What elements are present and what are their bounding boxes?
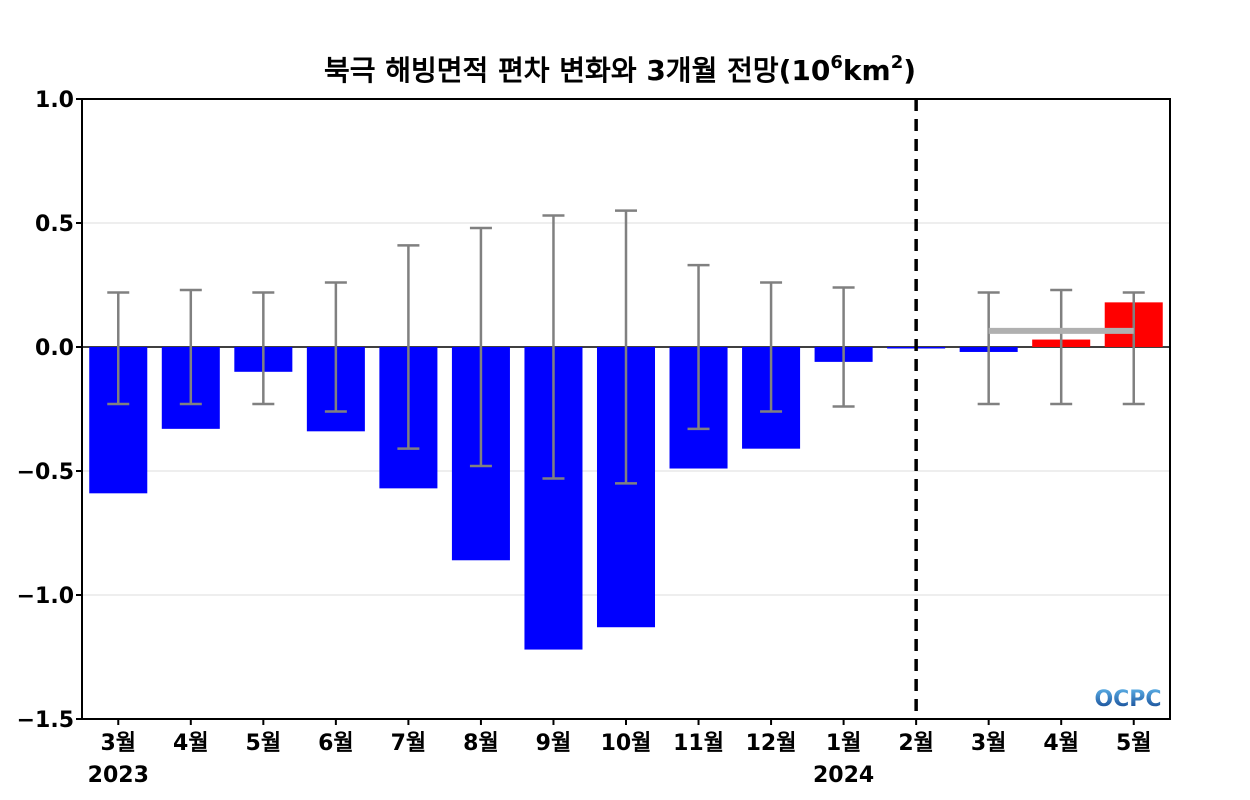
xtick-label-13: 4월 bbox=[1043, 731, 1079, 756]
ytick-label-0: 1.0 bbox=[35, 88, 74, 113]
ocpc-logo-text: OCPC bbox=[1094, 687, 1161, 712]
ytick-label-5: −1.5 bbox=[17, 708, 74, 733]
ytick-label-4: −1.0 bbox=[17, 584, 74, 609]
chart-title-sup2: 2 bbox=[891, 52, 904, 73]
xtick-label-12: 3월 bbox=[971, 731, 1007, 756]
xtick-label-2: 5월 bbox=[246, 731, 282, 756]
xtick-label-3: 6월 bbox=[318, 731, 354, 756]
error-bar-13 bbox=[1050, 288, 1073, 406]
chart-title-end: ) bbox=[903, 54, 916, 87]
xtick-label-5: 8월 bbox=[463, 731, 499, 756]
error-bar-8 bbox=[687, 263, 710, 431]
xtick-label-10: 1월 bbox=[826, 731, 862, 756]
ytick-label-3: −0.5 bbox=[17, 460, 74, 485]
year-label-0: 2023 bbox=[88, 763, 149, 788]
x-axis: 3월 4월 5월 6월 7월 8월 9월 10월 11월 12월 1월 2월 3월 4월 5월 bbox=[100, 719, 1152, 756]
xtick-label-14: 5월 bbox=[1116, 731, 1152, 756]
error-bar-2 bbox=[252, 291, 275, 406]
error-bar-12 bbox=[977, 291, 1000, 406]
xtick-label-9: 12월 bbox=[746, 731, 797, 756]
chart-title-sup1: 6 bbox=[830, 52, 843, 73]
error-bar-14 bbox=[1122, 291, 1145, 406]
error-bar-4 bbox=[397, 244, 420, 450]
error-bar-0 bbox=[107, 291, 130, 406]
error-bar-9 bbox=[760, 281, 783, 413]
ytick-label-2: 0.0 bbox=[35, 336, 74, 361]
xtick-label-11: 2월 bbox=[898, 731, 934, 756]
xtick-label-4: 7월 bbox=[391, 731, 427, 756]
error-bar-1 bbox=[179, 288, 202, 406]
year-labels: 2023 2024 bbox=[88, 763, 875, 788]
error-bar-5 bbox=[469, 226, 492, 468]
xtick-label-0: 3월 bbox=[100, 731, 136, 756]
error-bar-6 bbox=[542, 214, 565, 480]
error-bars bbox=[107, 209, 1145, 485]
xtick-label-6: 9월 bbox=[536, 731, 572, 756]
xtick-label-1: 4월 bbox=[173, 731, 209, 756]
xtick-label-8: 11월 bbox=[673, 731, 724, 756]
error-bar-3 bbox=[324, 281, 347, 413]
year-label-1: 2024 bbox=[813, 763, 874, 788]
ytick-label-1: 0.5 bbox=[35, 212, 74, 237]
error-bar-7 bbox=[615, 209, 637, 485]
error-bar-10 bbox=[832, 286, 855, 408]
xtick-label-7: 10월 bbox=[601, 731, 652, 756]
ocpc-logo: OCPC bbox=[1094, 687, 1161, 712]
y-axis: 1.0 0.5 0.0 −0.5 −1.0 −1.5 bbox=[17, 88, 82, 733]
chart-title-main: 북극 해빙면적 편차 변화와 3개월 전망(10 bbox=[324, 54, 830, 87]
chart-title-unit: km bbox=[843, 54, 891, 87]
chart-title: 북극 해빙면적 편차 변화와 3개월 전망(106km2) bbox=[324, 52, 916, 87]
